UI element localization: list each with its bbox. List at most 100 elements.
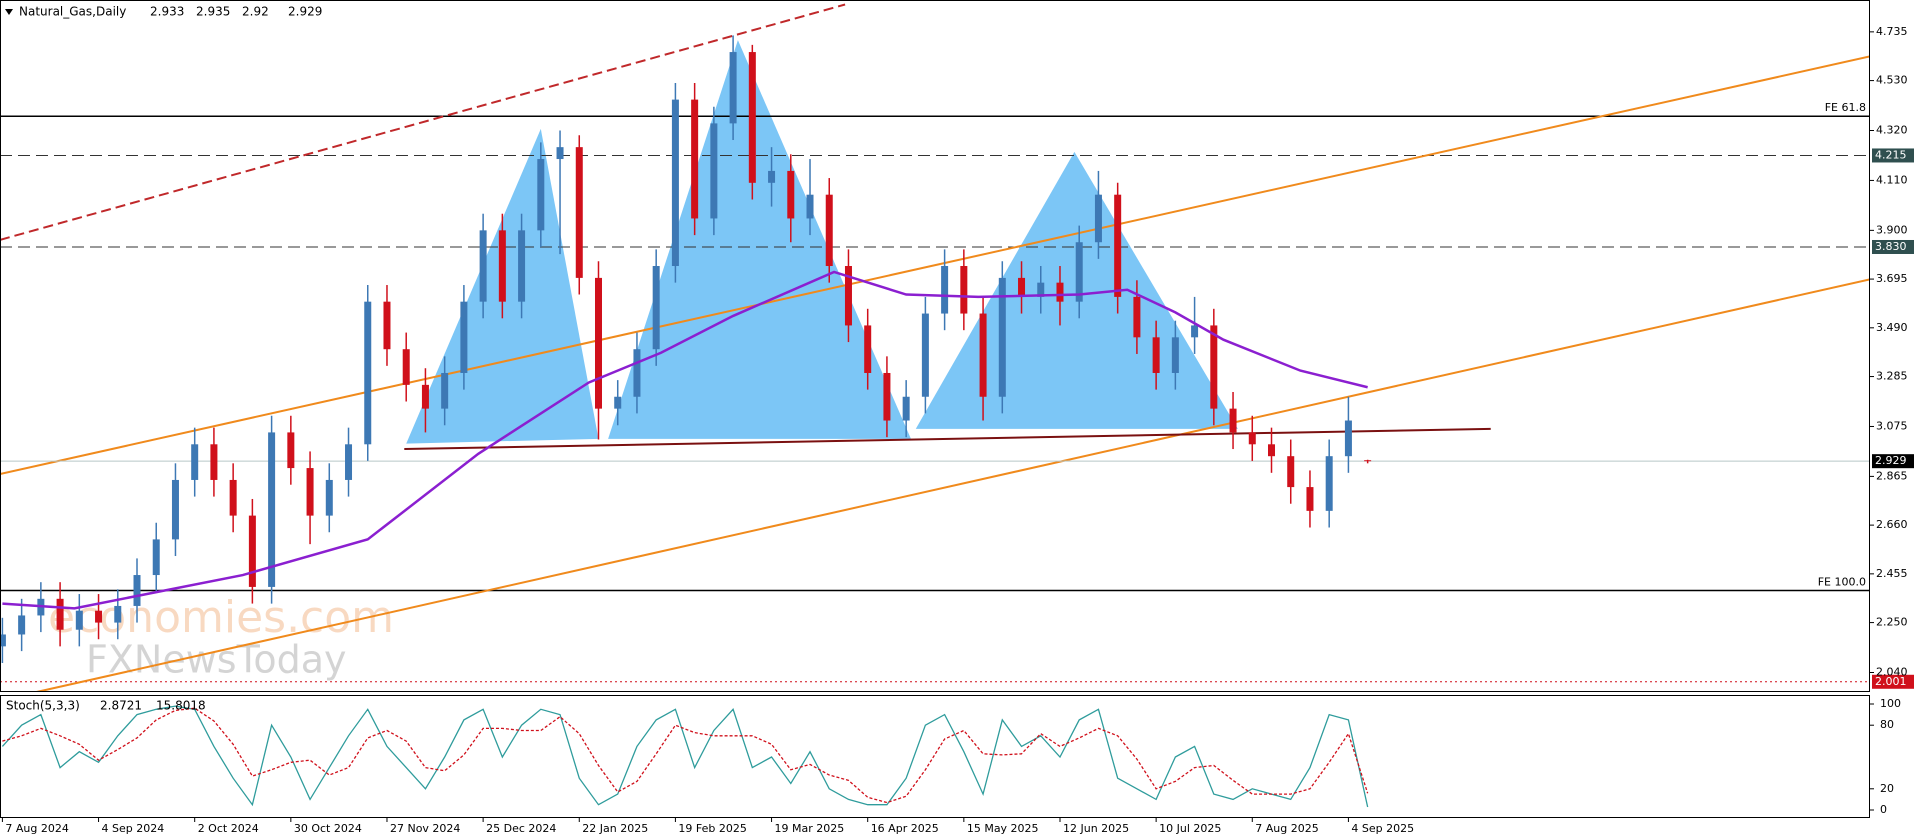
x-tick-label: 27 Nov 2024 xyxy=(390,822,460,835)
candle-body xyxy=(979,313,987,397)
candle-body xyxy=(518,230,526,302)
fib-label: FE 61.8 xyxy=(1825,101,1866,114)
candle-body xyxy=(248,515,256,587)
x-tick-label: 19 Mar 2025 xyxy=(775,822,845,835)
trendline xyxy=(0,3,846,241)
candle-body xyxy=(1171,337,1179,373)
candle-body xyxy=(806,194,814,219)
y-tick-label: 2.660 xyxy=(1876,518,1908,531)
candle-body xyxy=(229,479,237,516)
candle-body xyxy=(421,384,429,409)
watermark: FXNewsToday xyxy=(86,638,346,682)
current-price-tag xyxy=(1872,454,1914,469)
candle-body xyxy=(883,372,891,421)
x-tick-label: 30 Oct 2024 xyxy=(294,822,362,835)
y-tick-label: 4.530 xyxy=(1876,74,1908,87)
candle-body xyxy=(1287,456,1295,488)
candle-body xyxy=(960,266,968,314)
level-tag-label: 2.001 xyxy=(1875,675,1907,688)
y-tick-label: 4.320 xyxy=(1876,124,1908,137)
candle-body xyxy=(998,277,1006,397)
candle-body xyxy=(652,266,660,350)
candle-body xyxy=(1018,277,1026,297)
candle-body xyxy=(56,598,64,630)
y-tick-label: 2.250 xyxy=(1876,616,1908,629)
menu-arrow[interactable] xyxy=(5,9,13,15)
candle-body xyxy=(460,301,468,373)
candle-body xyxy=(671,99,679,267)
candle-body xyxy=(345,444,353,480)
x-tick-label: 7 Aug 2025 xyxy=(1255,822,1318,835)
candle-body xyxy=(1344,420,1352,457)
candle-body xyxy=(325,479,333,516)
x-tick-label: 7 Aug 2024 xyxy=(5,822,68,835)
y-tick-label: 4.735 xyxy=(1876,25,1908,38)
candle-body xyxy=(1094,194,1102,243)
candle-body xyxy=(864,325,872,373)
y-tick-label: 3.490 xyxy=(1876,321,1908,334)
candle-body xyxy=(787,170,795,219)
candle-body xyxy=(614,396,622,409)
candle-body xyxy=(1075,242,1083,302)
candle-body xyxy=(18,615,26,635)
x-tick-label: 22 Jan 2025 xyxy=(582,822,648,835)
y-tick-label: 3.075 xyxy=(1876,419,1908,432)
axes: 4.215 3.830 2.001 2.929 2.040 2.250 2.455 2.660… xyxy=(1,25,1914,835)
bar-open: 2.933 xyxy=(150,5,184,19)
candle-body xyxy=(114,605,122,623)
candle-body xyxy=(268,432,276,587)
candle-body xyxy=(633,349,641,397)
candle-body xyxy=(152,539,160,576)
level-tag xyxy=(1872,239,1914,254)
chart-title: Natural_Gas,Daily xyxy=(19,5,126,19)
candle-body xyxy=(844,266,852,326)
bar-close: 2.929 xyxy=(288,5,322,19)
candle-body xyxy=(556,147,564,160)
stoch-tick-label: 20 xyxy=(1880,782,1894,795)
candle-body xyxy=(402,349,410,385)
stoch-signal-last: 15.8018 xyxy=(156,699,206,713)
candle-body xyxy=(594,277,602,409)
candle-body xyxy=(95,610,103,623)
candle-body xyxy=(479,230,487,302)
candle-body xyxy=(171,479,179,540)
y-tick-label: 4.110 xyxy=(1876,173,1908,186)
bar-high: 2.935 xyxy=(196,5,230,19)
candle-body xyxy=(75,610,83,630)
x-tick-label: 12 Jun 2025 xyxy=(1063,822,1129,835)
candle-body xyxy=(1306,487,1314,511)
watermark: economies.com xyxy=(48,592,394,643)
stoch-signal xyxy=(2,707,1369,804)
stoch-tick-label: 0 xyxy=(1880,803,1887,816)
candle-body xyxy=(768,170,776,183)
candle-body xyxy=(1248,432,1256,445)
candle-body xyxy=(1037,282,1045,297)
x-tick-label: 19 Feb 2025 xyxy=(678,822,746,835)
candle-body xyxy=(1210,325,1218,409)
moving-average xyxy=(2,270,1368,610)
candle-body xyxy=(133,575,141,606)
candle-body xyxy=(191,444,199,480)
candle-body xyxy=(1152,337,1160,373)
y-tick-label: 3.695 xyxy=(1876,272,1908,285)
x-tick-label: 16 Apr 2025 xyxy=(871,822,939,835)
stoch-main xyxy=(1,705,1369,808)
candle-body xyxy=(1229,408,1237,433)
stoch-main-last: 2.8721 xyxy=(100,699,142,713)
y-tick-label: 2.040 xyxy=(1876,666,1908,679)
candle-body xyxy=(1325,456,1333,511)
candle-body xyxy=(1114,194,1122,297)
x-tick-label: 4 Sep 2025 xyxy=(1351,822,1414,835)
trendline xyxy=(404,427,1491,451)
trendline xyxy=(36,278,1870,692)
candle-body xyxy=(0,634,6,647)
stoch-tick-label: 80 xyxy=(1880,718,1894,731)
candle-body xyxy=(1364,460,1372,462)
y-tick-label: 3.900 xyxy=(1876,223,1908,236)
candle-body xyxy=(210,444,218,480)
candle-body xyxy=(710,123,718,219)
candle-body xyxy=(941,266,949,314)
x-tick-label: 2 Oct 2024 xyxy=(198,822,259,835)
